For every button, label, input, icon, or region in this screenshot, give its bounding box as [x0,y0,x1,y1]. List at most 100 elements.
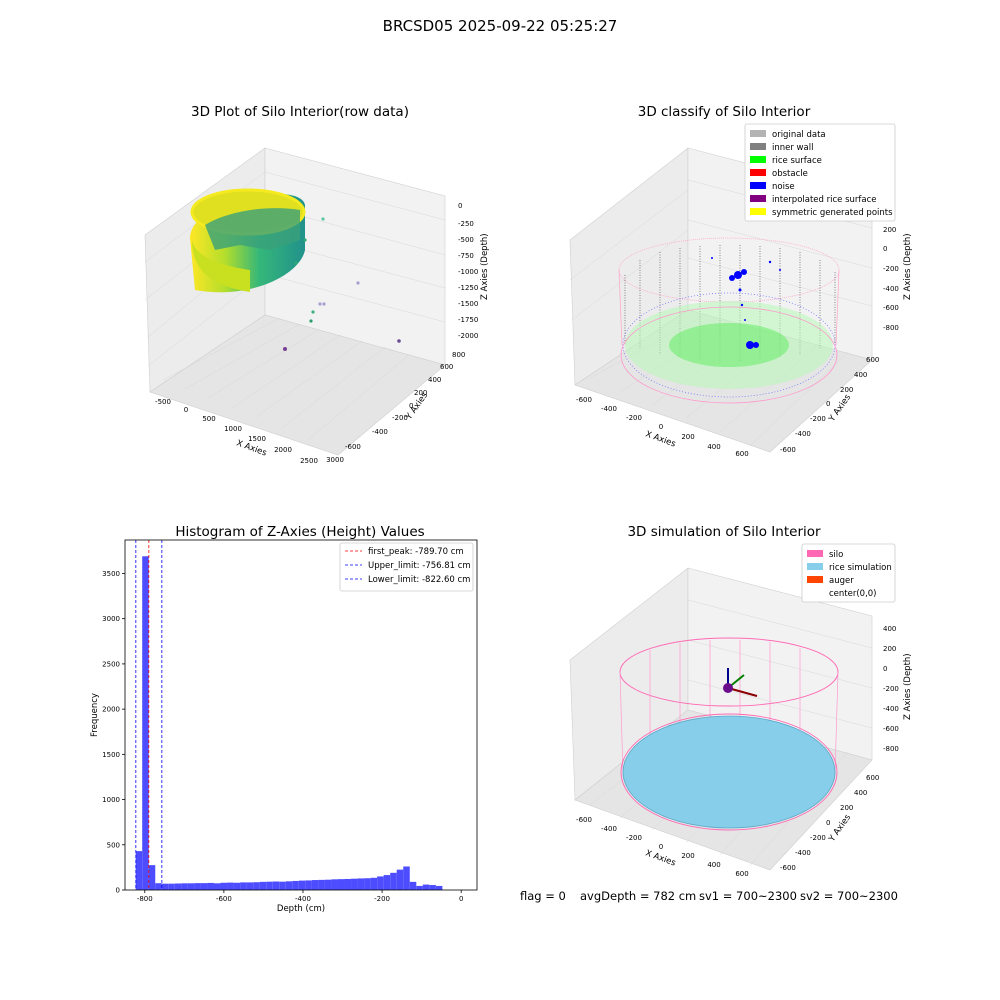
svg-text:-800: -800 [883,745,899,753]
histogram-bar [187,883,195,890]
histogram-y-tick-label: 2000 [102,706,120,714]
svg-text:500: 500 [202,415,215,423]
histogram-frame [124,539,478,891]
panel1-rear-wall [205,208,300,250]
svg-text:-200: -200 [626,834,642,842]
svg-text:-800: -800 [883,324,899,332]
histogram-x-tick-label: -200 [374,895,390,903]
svg-text:0: 0 [883,245,887,253]
svg-text:1000: 1000 [224,425,242,433]
histogram-bar [174,883,182,890]
panel2-legend-swatch [750,143,766,150]
histogram-y-label: Frequency [90,693,100,737]
panel2-z-label: Z Axies (Depth) [903,233,913,300]
histogram-y-tick-label: 2500 [102,660,120,668]
svg-text:-400: -400 [795,849,811,857]
histogram-bar [344,878,352,890]
panel2-noise-cluster [711,257,781,349]
panel4-legend: silo rice simulation auger center(0,0) [801,543,896,603]
histogram-bar [253,882,260,890]
panel4-legend-swatch [807,589,823,596]
histogram-bar [311,880,319,890]
histogram-legend-label: Lower_limit: -822.60 cm [368,575,470,585]
svg-text:-400: -400 [795,430,811,438]
svg-text:-600: -600 [576,816,592,824]
status-sv2: sv2 = 700~2300 [800,889,898,903]
panel4-y-label: Y Axies [827,812,854,844]
panel2-silo-bottom [620,306,838,404]
svg-text:-400: -400 [372,428,388,436]
status-sv1: sv1 = 700~2300 [699,889,797,903]
svg-text:600: 600 [735,870,748,878]
svg-text:200: 200 [681,433,694,441]
svg-text:-250: -250 [458,220,474,228]
svg-text:800: 800 [452,351,465,359]
panel2-legend-swatch [750,208,766,215]
histogram-bar [200,883,208,890]
histogram-legend-label: Upper_limit: -756.81 cm [368,561,471,571]
panel2-legend-label: symmetric generated points [772,208,893,218]
svg-text:2500: 2500 [300,457,318,465]
panel1-title: 3D Plot of Silo Interior(row data) [191,104,409,120]
panel4-z-label: Z Axies (Depth) [903,653,913,720]
status-flag: flag = 0 [520,889,566,903]
histogram-bar [272,881,280,890]
panel4-x-label: X Axies [644,848,677,868]
histogram-bar [142,556,149,890]
histogram-y-tick-label: 1500 [102,751,120,759]
histogram-bar [357,878,365,890]
panel2-legend-label: rice surface [772,156,822,166]
panel2-legend-swatch [750,195,766,202]
panel2-legend-swatch [750,156,766,163]
svg-text:200: 200 [840,804,853,812]
histogram-bar [246,882,254,890]
histogram-legend-label: first_peak: -789.70 cm [368,547,464,557]
svg-text:400: 400 [707,443,720,451]
svg-text:400: 400 [883,625,896,633]
svg-text:-400: -400 [883,705,899,713]
panel2-legend-label: original data [772,130,826,140]
svg-text:600: 600 [866,774,879,782]
svg-text:-200: -200 [392,414,408,422]
histogram-bar [292,880,299,890]
histogram-bar [377,876,384,890]
histogram-bar [429,885,436,890]
panel1-z-label: Z Axies (Depth) [480,233,490,300]
svg-text:-200: -200 [810,834,826,842]
histogram-bar [383,875,391,890]
histogram-bar [148,865,156,890]
svg-text:-600: -600 [780,446,796,454]
histogram-bar [324,879,332,890]
histogram-bar [351,878,358,890]
histogram-bar [409,881,417,890]
svg-text:1500: 1500 [248,435,266,443]
histogram-bar [364,878,371,890]
status-avg-depth: avgDepth = 782 cm [580,889,697,903]
panel3-title: Histogram of Z-Axies (Height) Values [175,524,425,540]
histogram-bar [155,883,162,890]
histogram-bar [318,879,325,890]
histogram-bar [370,877,378,890]
histogram-y-tick-label: 3000 [102,615,120,623]
histogram-bar [416,885,423,890]
histogram-bar [135,851,143,890]
panel4-legend-label: silo [829,550,843,560]
histogram-bar [168,883,175,890]
histogram-bar [207,882,214,890]
svg-text:-600: -600 [883,725,899,733]
figure-title: BRCSD05 2025-09-22 05:25:27 [382,17,618,35]
svg-text:400: 400 [854,789,867,797]
histogram-bar [298,880,306,890]
histogram-bar [181,883,188,890]
svg-text:0: 0 [659,843,663,851]
svg-text:0: 0 [826,400,830,408]
svg-text:0: 0 [409,402,413,410]
histogram-bar [161,883,169,890]
panel4-legend-swatch [807,576,823,583]
svg-text:-600: -600 [576,396,592,404]
panel1-floor-pane [149,314,446,456]
panel4-legend-swatch [807,550,823,557]
svg-text:200: 200 [840,386,853,394]
